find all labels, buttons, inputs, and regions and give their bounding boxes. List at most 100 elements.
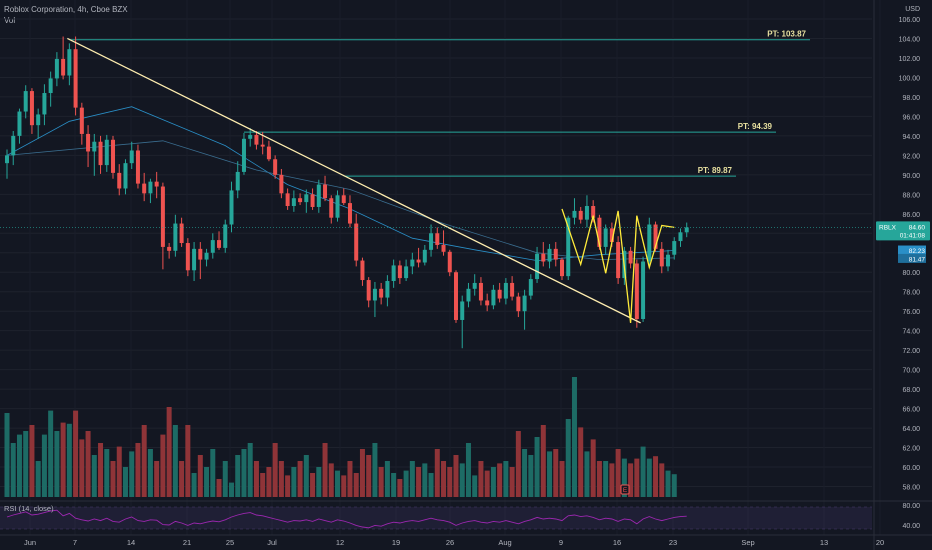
candle xyxy=(485,293,490,312)
candle xyxy=(659,242,664,274)
candle xyxy=(198,242,203,280)
earnings-icon[interactable] xyxy=(620,484,630,495)
candle xyxy=(616,236,621,284)
price-target-label: PT: 89.87 xyxy=(698,166,733,175)
volume-bar xyxy=(403,470,409,497)
volume-bar xyxy=(571,377,577,497)
volume-bar xyxy=(503,461,509,497)
ticker-label: RBLX xyxy=(879,224,897,231)
candle xyxy=(441,230,446,256)
price-axis-tick: 74.00 xyxy=(902,329,920,336)
candle xyxy=(335,190,340,222)
volume-bar xyxy=(596,461,602,497)
volume-bar xyxy=(303,455,309,497)
candle xyxy=(279,168,284,199)
volume-bar xyxy=(10,443,16,497)
pattern-drawing[interactable] xyxy=(561,208,675,323)
candle xyxy=(241,132,246,175)
time-axis-label: 21 xyxy=(183,538,191,547)
time-axis-label: 16 xyxy=(613,538,621,547)
candle xyxy=(142,172,147,202)
volume-bar xyxy=(640,446,646,497)
volume-bar xyxy=(185,425,191,497)
volume-bar xyxy=(634,458,640,497)
candle xyxy=(516,292,521,318)
time-axis-label: Jul xyxy=(267,538,277,547)
candle xyxy=(354,213,359,267)
volume-label: Vol xyxy=(4,16,16,25)
volume-bar xyxy=(116,446,122,497)
volume-bar xyxy=(191,473,197,497)
candle xyxy=(528,274,533,300)
volume-bar xyxy=(4,413,10,497)
volume-bar xyxy=(285,475,291,497)
ma-badge xyxy=(898,253,926,263)
volume-bar xyxy=(266,467,272,497)
candle xyxy=(372,281,377,318)
ma-badge xyxy=(898,245,926,255)
candle xyxy=(98,135,103,174)
candle xyxy=(497,282,502,303)
volume-bar xyxy=(372,443,378,497)
candle xyxy=(684,222,689,238)
candle xyxy=(360,257,365,286)
volume-bar xyxy=(328,463,334,497)
price-target-label: PT: 94.39 xyxy=(738,122,773,131)
volume-bar xyxy=(653,456,659,497)
volume-bar xyxy=(141,425,147,497)
candle xyxy=(379,282,384,305)
candle xyxy=(273,155,278,179)
volume-bar xyxy=(497,463,503,497)
price-axis-tick: 98.00 xyxy=(902,95,920,102)
volume-bar xyxy=(584,451,590,497)
candle xyxy=(54,52,59,87)
candle xyxy=(204,248,209,267)
volume-bar xyxy=(609,463,615,497)
candle xyxy=(123,159,128,195)
candle xyxy=(472,274,477,296)
price-axis-tick: 94.00 xyxy=(902,134,920,141)
candle xyxy=(634,259,639,328)
volume-bar xyxy=(16,434,22,497)
trendline[interactable] xyxy=(67,37,641,324)
volume-bar xyxy=(341,475,347,497)
volume-bar xyxy=(441,461,447,497)
candle xyxy=(42,84,47,126)
time-axis-label: 7 xyxy=(73,538,77,547)
volume-bar xyxy=(210,449,216,497)
volume-bar xyxy=(434,449,440,497)
volume-bar xyxy=(646,458,652,497)
candle xyxy=(404,259,409,282)
candle xyxy=(647,217,652,267)
candle xyxy=(323,175,328,202)
candle xyxy=(67,43,72,86)
volume-bar xyxy=(522,449,528,497)
candle xyxy=(11,131,16,166)
candle xyxy=(460,295,465,349)
volume-bar xyxy=(378,467,384,497)
candle xyxy=(503,278,508,305)
price-axis-tick: 60.00 xyxy=(902,465,920,472)
volume-bar xyxy=(291,467,297,497)
candle xyxy=(185,238,190,277)
price-axis-tick: 76.00 xyxy=(902,309,920,316)
earnings-icon-letter: E xyxy=(623,487,628,494)
candle xyxy=(154,171,159,199)
candle xyxy=(397,260,402,284)
candle xyxy=(510,276,515,301)
volume-bar xyxy=(23,431,29,497)
chart-header: Roblox Corporation, 4h, Cboe BZX Vol xyxy=(4,4,128,26)
volume-bar xyxy=(621,458,627,497)
rsi-label: RSI (14, close) xyxy=(4,504,54,513)
volume-bar xyxy=(515,431,521,497)
candle xyxy=(217,231,222,250)
volume-bar xyxy=(91,455,97,497)
volume-bar xyxy=(110,461,116,497)
candle xyxy=(235,161,240,199)
candle xyxy=(329,195,334,224)
volume-bar xyxy=(671,474,677,497)
volume-bar xyxy=(35,461,41,497)
candle xyxy=(254,131,259,150)
volume-bar xyxy=(384,461,390,497)
